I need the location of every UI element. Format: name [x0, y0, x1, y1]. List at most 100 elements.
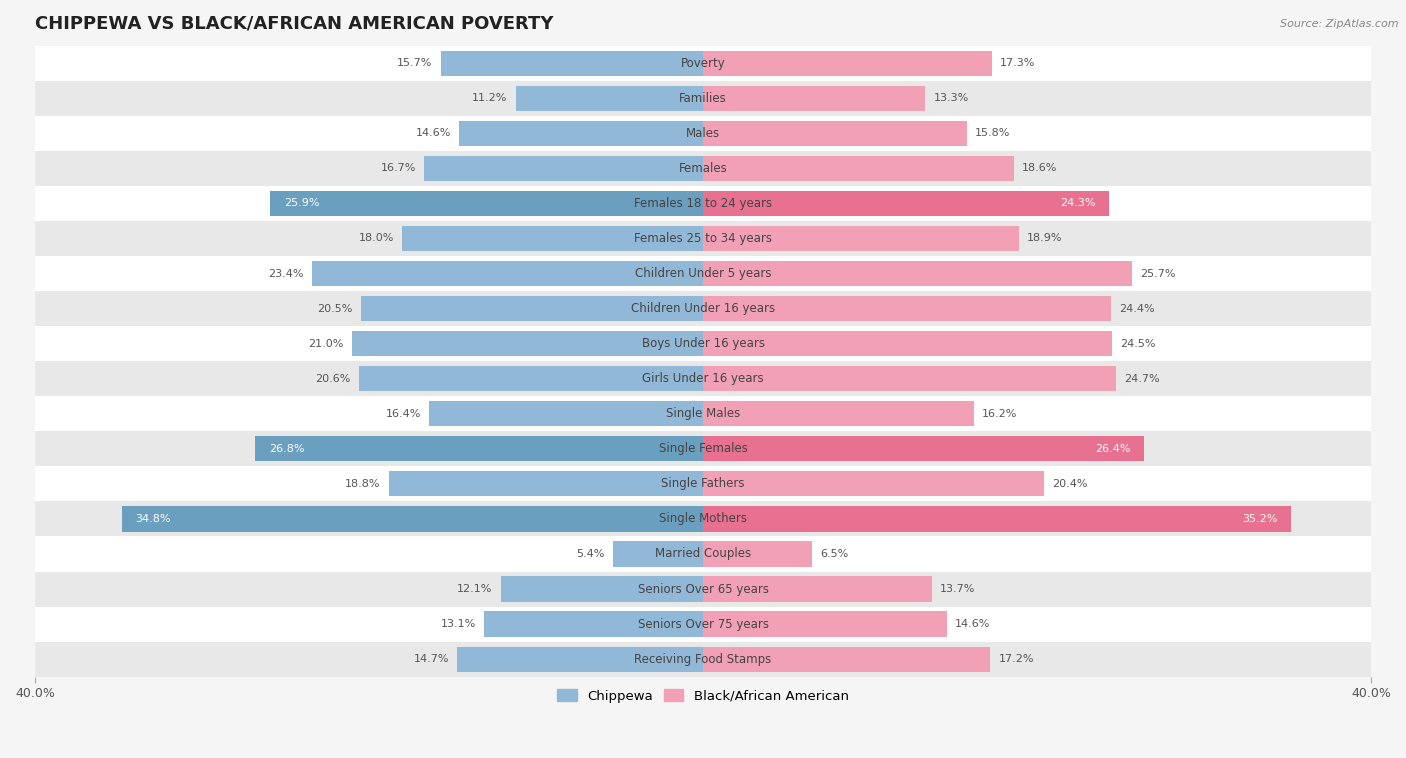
Text: Children Under 16 years: Children Under 16 years	[631, 302, 775, 315]
Bar	[703, 541, 811, 566]
Text: Married Couples: Married Couples	[655, 547, 751, 560]
Text: 14.7%: 14.7%	[413, 654, 449, 664]
Bar	[35, 466, 1371, 501]
Bar	[35, 572, 1371, 606]
Bar	[703, 331, 1112, 356]
Text: Females 18 to 24 years: Females 18 to 24 years	[634, 197, 772, 210]
Bar	[703, 471, 1043, 496]
Text: 16.4%: 16.4%	[385, 409, 420, 418]
Bar	[402, 226, 703, 251]
Text: 21.0%: 21.0%	[308, 339, 344, 349]
Text: 18.9%: 18.9%	[1026, 233, 1063, 243]
Bar	[703, 401, 973, 427]
Text: CHIPPEWA VS BLACK/AFRICAN AMERICAN POVERTY: CHIPPEWA VS BLACK/AFRICAN AMERICAN POVER…	[35, 15, 554, 33]
Bar	[703, 261, 1132, 287]
Text: 15.8%: 15.8%	[976, 128, 1011, 138]
Text: 16.2%: 16.2%	[981, 409, 1018, 418]
Text: 15.7%: 15.7%	[396, 58, 433, 68]
Bar	[312, 261, 703, 287]
Text: 13.3%: 13.3%	[934, 93, 969, 103]
Text: Single Fathers: Single Fathers	[661, 478, 745, 490]
Bar	[703, 436, 1144, 462]
Bar	[35, 151, 1371, 186]
Text: Boys Under 16 years: Boys Under 16 years	[641, 337, 765, 350]
Text: 6.5%: 6.5%	[820, 549, 848, 559]
Text: Females 25 to 34 years: Females 25 to 34 years	[634, 232, 772, 245]
Bar	[441, 51, 703, 76]
Text: 26.8%: 26.8%	[269, 444, 304, 454]
Bar	[484, 612, 703, 637]
Text: 14.6%: 14.6%	[415, 128, 451, 138]
Bar	[122, 506, 703, 531]
Bar	[703, 191, 1109, 216]
Bar	[35, 641, 1371, 677]
Text: Males: Males	[686, 127, 720, 139]
Text: Receiving Food Stamps: Receiving Food Stamps	[634, 653, 772, 666]
Bar	[360, 296, 703, 321]
Bar	[457, 647, 703, 672]
Text: 24.4%: 24.4%	[1119, 304, 1154, 314]
Bar	[703, 155, 1014, 181]
Bar	[516, 86, 703, 111]
Text: Poverty: Poverty	[681, 57, 725, 70]
Text: Single Males: Single Males	[666, 407, 740, 420]
Text: 20.5%: 20.5%	[316, 304, 353, 314]
Bar	[270, 191, 703, 216]
Text: 26.4%: 26.4%	[1095, 444, 1130, 454]
Text: 13.7%: 13.7%	[941, 584, 976, 594]
Bar	[35, 45, 1371, 80]
Bar	[613, 541, 703, 566]
Bar	[35, 256, 1371, 291]
Text: Source: ZipAtlas.com: Source: ZipAtlas.com	[1281, 19, 1399, 29]
Text: Females: Females	[679, 162, 727, 175]
Text: 12.1%: 12.1%	[457, 584, 492, 594]
Bar	[35, 431, 1371, 466]
Bar	[703, 121, 967, 146]
Text: 14.6%: 14.6%	[955, 619, 991, 629]
Bar	[35, 116, 1371, 151]
Text: 17.2%: 17.2%	[998, 654, 1035, 664]
Text: 35.2%: 35.2%	[1241, 514, 1278, 524]
Text: 34.8%: 34.8%	[135, 514, 170, 524]
Bar	[703, 226, 1019, 251]
Text: Seniors Over 75 years: Seniors Over 75 years	[637, 618, 769, 631]
Bar	[501, 576, 703, 602]
Bar	[35, 606, 1371, 641]
Bar	[35, 361, 1371, 396]
Text: Families: Families	[679, 92, 727, 105]
Text: 18.0%: 18.0%	[359, 233, 394, 243]
Text: 24.5%: 24.5%	[1121, 339, 1156, 349]
Text: 25.7%: 25.7%	[1140, 268, 1175, 278]
Bar	[703, 612, 946, 637]
Text: 11.2%: 11.2%	[472, 93, 508, 103]
Text: Seniors Over 65 years: Seniors Over 65 years	[637, 583, 769, 596]
Bar	[389, 471, 703, 496]
Text: 20.6%: 20.6%	[315, 374, 350, 384]
Bar	[35, 291, 1371, 326]
Bar	[425, 155, 703, 181]
Text: 5.4%: 5.4%	[576, 549, 605, 559]
Text: 18.6%: 18.6%	[1022, 164, 1057, 174]
Text: 18.8%: 18.8%	[344, 479, 381, 489]
Text: 24.7%: 24.7%	[1123, 374, 1160, 384]
Bar	[35, 501, 1371, 537]
Text: 25.9%: 25.9%	[284, 199, 319, 208]
Bar	[703, 296, 1111, 321]
Legend: Chippewa, Black/African American: Chippewa, Black/African American	[551, 684, 855, 708]
Bar	[703, 86, 925, 111]
Bar	[35, 80, 1371, 116]
Bar	[35, 221, 1371, 256]
Bar	[703, 51, 993, 76]
Bar	[359, 366, 703, 391]
Bar	[429, 401, 703, 427]
Bar	[460, 121, 703, 146]
Bar	[35, 186, 1371, 221]
Bar	[703, 576, 932, 602]
Bar	[35, 326, 1371, 361]
Bar	[703, 647, 990, 672]
Bar	[353, 331, 703, 356]
Text: 17.3%: 17.3%	[1000, 58, 1036, 68]
Text: 24.3%: 24.3%	[1060, 199, 1095, 208]
Text: Girls Under 16 years: Girls Under 16 years	[643, 372, 763, 385]
Text: 20.4%: 20.4%	[1052, 479, 1088, 489]
